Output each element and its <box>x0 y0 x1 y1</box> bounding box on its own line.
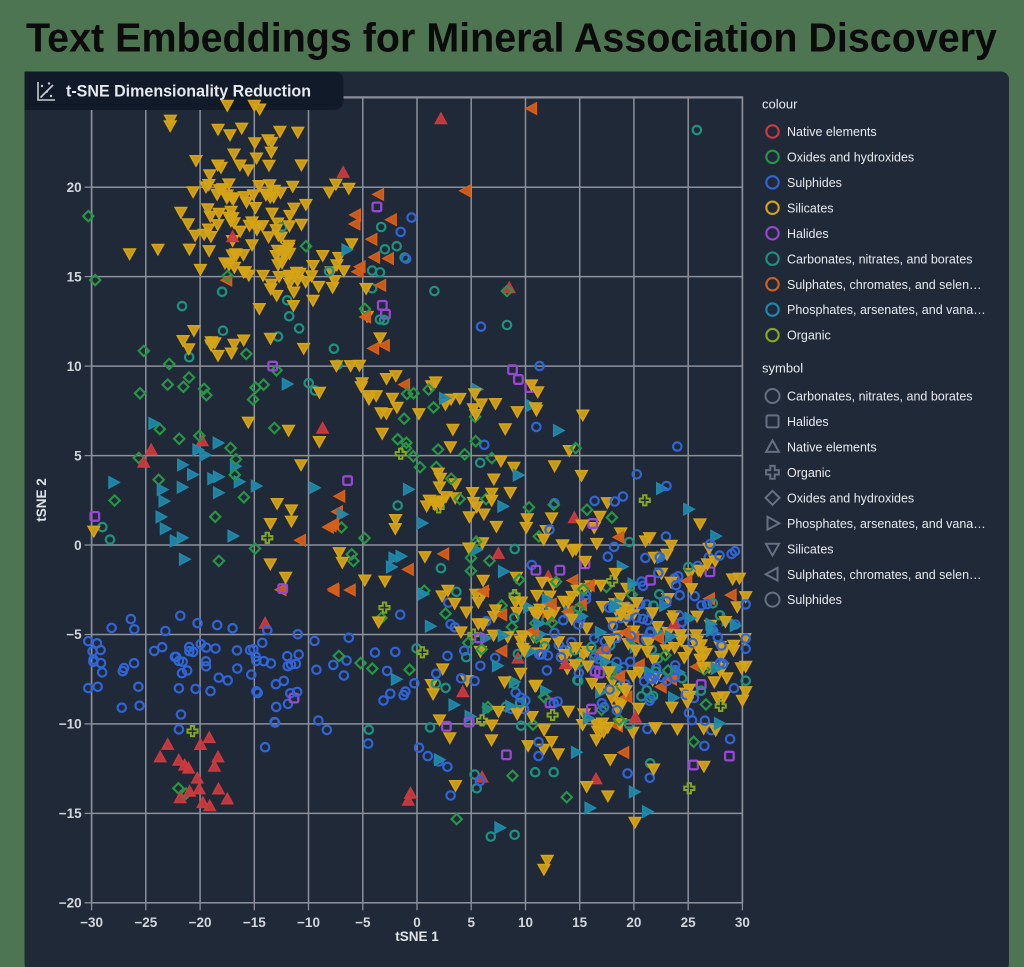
svg-text:−10: −10 <box>297 915 320 930</box>
svg-text:10: 10 <box>518 915 533 930</box>
svg-text:−20: −20 <box>59 896 82 911</box>
svg-text:0: 0 <box>413 915 421 930</box>
svg-text:Sulphides: Sulphides <box>787 176 842 190</box>
svg-text:colour: colour <box>762 97 798 112</box>
svg-text:Phosphates, arsenates, and van: Phosphates, arsenates, and vana… <box>787 303 986 317</box>
svg-text:Halides: Halides <box>787 227 829 241</box>
svg-text:Oxides and hydroxides: Oxides and hydroxides <box>787 491 914 505</box>
svg-text:Silicates: Silicates <box>787 542 834 556</box>
svg-text:Organic: Organic <box>787 329 831 343</box>
svg-text:symbol: symbol <box>762 361 803 376</box>
svg-text:−20: −20 <box>189 915 212 930</box>
svg-text:Native elements: Native elements <box>787 125 877 139</box>
svg-text:Silicates: Silicates <box>787 201 834 215</box>
svg-text:10: 10 <box>67 359 82 374</box>
svg-text:0: 0 <box>74 538 82 553</box>
svg-text:t-SNE Dimensionality Reduction: t-SNE Dimensionality Reduction <box>66 83 311 101</box>
svg-text:Text Embeddings for Mineral As: Text Embeddings for Mineral Association … <box>26 15 997 61</box>
svg-text:Sulphides: Sulphides <box>787 593 842 607</box>
svg-text:15: 15 <box>67 269 83 284</box>
svg-text:Sulphates, chromates, and sele: Sulphates, chromates, and selen… <box>787 278 982 292</box>
svg-text:Phosphates, arsenates, and van: Phosphates, arsenates, and vana… <box>787 517 986 531</box>
svg-text:Sulphates, chromates, and sele: Sulphates, chromates, and selen… <box>787 568 982 582</box>
svg-text:Carbonates, nitrates, and bora: Carbonates, nitrates, and borates <box>787 252 973 266</box>
svg-text:tSNE 1: tSNE 1 <box>395 929 439 944</box>
svg-text:Oxides and hydroxides: Oxides and hydroxides <box>787 151 914 165</box>
svg-text:−5: −5 <box>355 915 371 930</box>
svg-text:30: 30 <box>735 915 750 930</box>
svg-text:5: 5 <box>74 448 82 463</box>
svg-text:Native elements: Native elements <box>787 441 877 455</box>
svg-text:5: 5 <box>467 915 475 930</box>
svg-text:Carbonates, nitrates, and bora: Carbonates, nitrates, and borates <box>787 390 973 404</box>
svg-text:tSNE 2: tSNE 2 <box>34 478 49 522</box>
svg-text:−15: −15 <box>59 806 82 821</box>
svg-text:25: 25 <box>681 915 697 930</box>
svg-text:−25: −25 <box>134 915 157 930</box>
svg-text:−5: −5 <box>66 627 82 642</box>
svg-text:−15: −15 <box>243 915 266 930</box>
svg-text:−30: −30 <box>80 915 103 930</box>
svg-text:Organic: Organic <box>787 466 831 480</box>
svg-text:20: 20 <box>67 180 82 195</box>
svg-text:20: 20 <box>626 915 641 930</box>
svg-text:−10: −10 <box>59 717 82 732</box>
svg-text:15: 15 <box>572 915 588 930</box>
svg-text:Halides: Halides <box>787 415 829 429</box>
